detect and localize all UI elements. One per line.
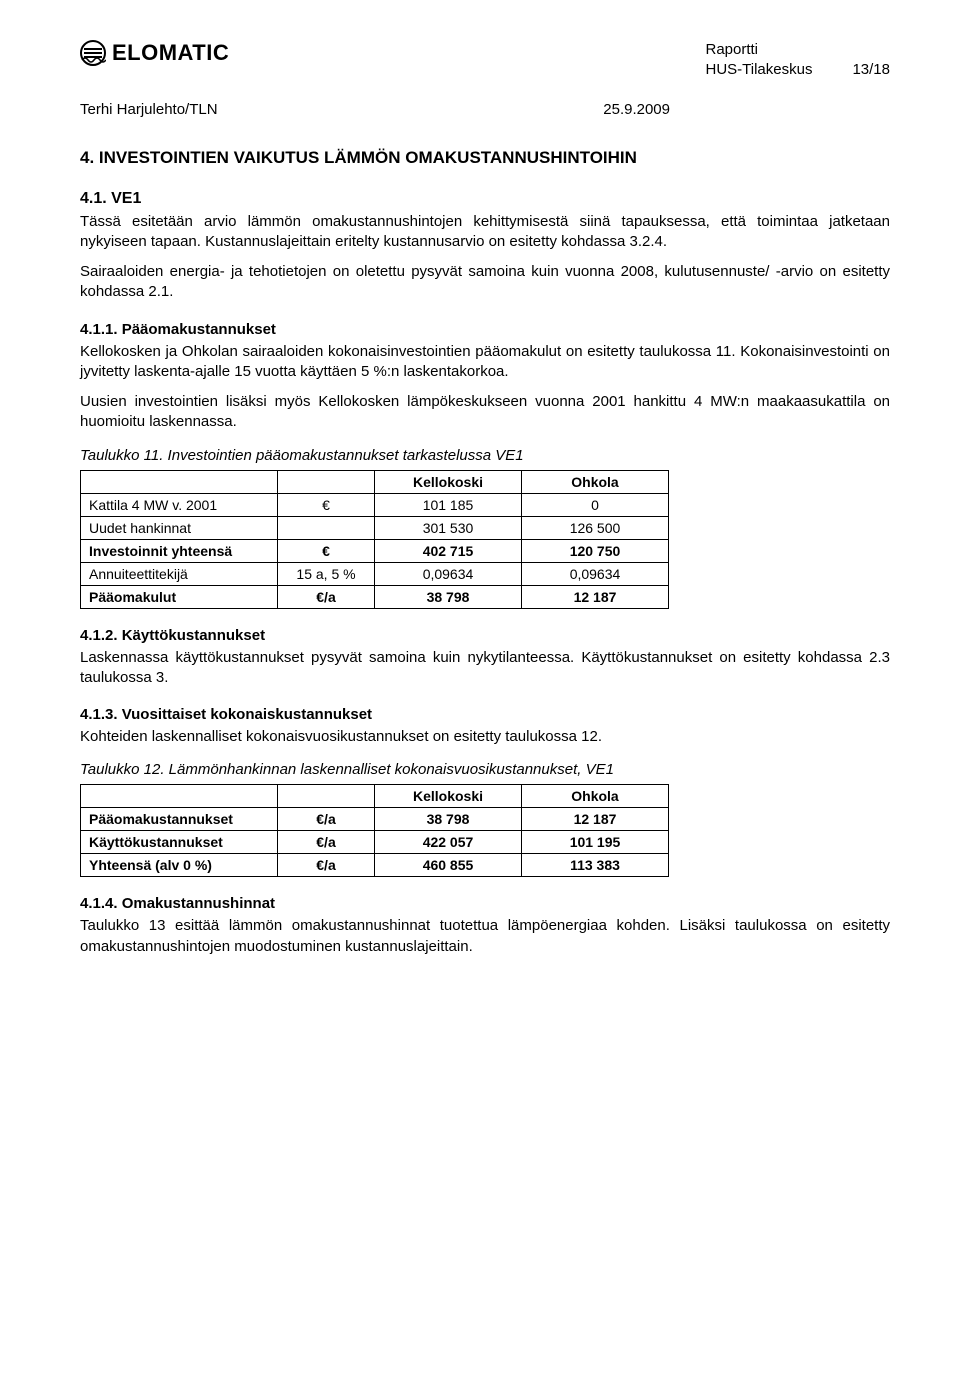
section-4-1-4-title: 4.1.4. Omakustannushinnat [80, 895, 890, 912]
table-header [278, 785, 375, 808]
section-4-title: 4. INVESTOINTIEN VAIKUTUS LÄMMÖN OMAKUST… [80, 148, 890, 168]
author: Terhi Harjulehto/TLN [80, 101, 218, 118]
page-container: ELOMATIC Raportti HUS-Tilakeskus 13/18 T… [0, 0, 960, 1007]
table-11-caption: Taulukko 11. Investointien pääomakustann… [80, 447, 890, 464]
logo-icon [80, 40, 106, 66]
p-4-1-4-a: Taulukko 13 esittää lämmön omakustannush… [80, 916, 890, 957]
date: 25.9.2009 [603, 101, 670, 118]
table-cell: €/a [278, 831, 375, 854]
table-cell: 402 715 [375, 539, 522, 562]
table-cell: 422 057 [375, 831, 522, 854]
report-label: Raportti [705, 40, 890, 60]
section-4-1-2-title: 4.1.2. Käyttökustannukset [80, 627, 890, 644]
table-cell: Käyttökustannukset [81, 831, 278, 854]
table-cell: € [278, 493, 375, 516]
p-4-1-1-a: Kellokosken ja Ohkolan sairaaloiden koko… [80, 342, 890, 383]
p-4-1-1-b: Uusien investointien lisäksi myös Kellok… [80, 392, 890, 433]
table-header: Kellokoski [375, 785, 522, 808]
table-cell: Pääomakustannukset [81, 808, 278, 831]
p-4-1-3-a: Kohteiden laskennalliset kokonaisvuosiku… [80, 727, 890, 747]
table-row: Uudet hankinnat 301 530 126 500 [81, 516, 669, 539]
table-cell: 15 a, 5 % [278, 562, 375, 585]
page-number: 13/18 [852, 60, 890, 80]
table-cell: 0,09634 [522, 562, 669, 585]
section-4-1-1-title: 4.1.1. Pääomakustannukset [80, 321, 890, 338]
table-12-caption: Taulukko 12. Lämmönhankinnan laskennalli… [80, 761, 890, 778]
header-org: HUS-Tilakeskus [705, 60, 812, 80]
table-header: Ohkola [522, 470, 669, 493]
table-cell: 101 195 [522, 831, 669, 854]
table-row: Kattila 4 MW v. 2001 € 101 185 0 [81, 493, 669, 516]
table-row: Kellokoski Ohkola [81, 470, 669, 493]
logo: ELOMATIC [80, 40, 229, 66]
table-row: Yhteensä (alv 0 %) €/a460 855 113 383 [81, 854, 669, 877]
table-cell: Yhteensä (alv 0 %) [81, 854, 278, 877]
sub-header: Terhi Harjulehto/TLN 25.9.2009 [80, 101, 890, 118]
section-4-1-title: 4.1. VE1 [80, 190, 890, 208]
section-4-1-3-title: 4.1.3. Vuosittaiset kokonaiskustannukset [80, 706, 890, 723]
table-cell: 0,09634 [375, 562, 522, 585]
table-header [81, 785, 278, 808]
table-row: Pääomakustannukset €/a 38 798 12 187 [81, 808, 669, 831]
table-cell: Kattila 4 MW v. 2001 [81, 493, 278, 516]
table-cell [278, 516, 375, 539]
table-cell: 12 187 [522, 585, 669, 608]
table-cell: 120 750 [522, 539, 669, 562]
table-row: Kellokoski Ohkola [81, 785, 669, 808]
logo-text: ELOMATIC [112, 40, 229, 66]
table-header [81, 470, 278, 493]
table-11: Kellokoski Ohkola Kattila 4 MW v. 2001 €… [80, 470, 669, 609]
table-row: Annuiteettitekijä 15 a, 5 % 0,09634 0,09… [81, 562, 669, 585]
table-cell: €/a [278, 808, 375, 831]
header-right: Raportti HUS-Tilakeskus 13/18 [705, 40, 890, 81]
p-4-1-2-a: Laskennassa käyttökustannukset pysyvät s… [80, 648, 890, 689]
p-4-1-a: Tässä esitetään arvio lämmön omakustannu… [80, 212, 890, 253]
table-12: Kellokoski Ohkola Pääomakustannukset €/a… [80, 784, 669, 877]
table-cell: 126 500 [522, 516, 669, 539]
p-4-1-b: Sairaaloiden energia- ja tehotietojen on… [80, 262, 890, 303]
table-cell: Uudet hankinnat [81, 516, 278, 539]
table-header: Ohkola [522, 785, 669, 808]
table-cell: Annuiteettitekijä [81, 562, 278, 585]
table-cell: 301 530 [375, 516, 522, 539]
table-cell: Pääomakulut [81, 585, 278, 608]
table-header [278, 470, 375, 493]
table-cell: 460 855 [375, 854, 522, 877]
table-cell: Investoinnit yhteensä [81, 539, 278, 562]
table-cell: 0 [522, 493, 669, 516]
table-row: Investoinnit yhteensä € 402 715 120 750 [81, 539, 669, 562]
table-row: Pääomakulut €/a 38 798 12 187 [81, 585, 669, 608]
table-row: Käyttökustannukset €/a 422 057 101 195 [81, 831, 669, 854]
table-cell: 101 185 [375, 493, 522, 516]
table-cell: €/a [278, 585, 375, 608]
page-header: ELOMATIC Raportti HUS-Tilakeskus 13/18 [80, 40, 890, 81]
table-cell: 38 798 [375, 808, 522, 831]
table-cell: 38 798 [375, 585, 522, 608]
table-cell: €/a [278, 854, 375, 877]
table-cell: 113 383 [522, 854, 669, 877]
table-header: Kellokoski [375, 470, 522, 493]
table-cell: 12 187 [522, 808, 669, 831]
table-cell: € [278, 539, 375, 562]
